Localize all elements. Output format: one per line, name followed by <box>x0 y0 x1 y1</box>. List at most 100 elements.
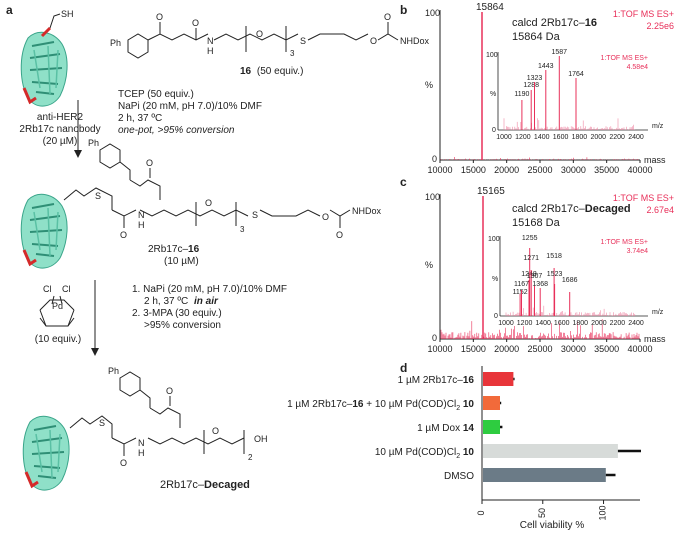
c-xticks: 10000 15000 20000 25000 30000 35000 40000 <box>427 339 653 354</box>
d-bar <box>483 420 500 434</box>
d-category-label: 1 µM Dox 14 <box>417 423 474 434</box>
d-bar <box>483 372 514 386</box>
b-calcd-num: 16 <box>585 17 597 29</box>
b-xlabel: mass <box>644 155 666 165</box>
atom-h-1: H <box>207 46 214 56</box>
atom-sub2: 2 <box>248 453 253 462</box>
b-inset-xtick-label: 1600 <box>553 134 569 141</box>
panel-d: d 1 µM 2Rb17c–161 µM 2Rb17c–16 + 10 µM P… <box>287 361 641 531</box>
d-category-sub: 2 <box>456 405 460 412</box>
d-xticks: 0 50 100 <box>476 500 608 521</box>
atom-s-3: S <box>252 210 258 220</box>
b-inset-xtick-label: 1400 <box>534 134 550 141</box>
b-inset-xtick-label: 2400 <box>628 134 644 141</box>
d-xtick-label: 100 <box>598 505 608 520</box>
c-inset-peak-label: 1307 <box>527 273 543 280</box>
d-bar <box>483 468 606 482</box>
c-inset-xtick-label: 1200 <box>517 320 533 327</box>
c-inset-peak-label: 1686 <box>562 277 578 284</box>
b-ylabel: % <box>425 80 433 90</box>
reagent-16-structure <box>127 22 399 59</box>
c-ylabel: % <box>425 260 433 270</box>
step2-line4: >95% conversion <box>144 320 221 331</box>
b-inset-peak-label: 1323 <box>527 75 543 82</box>
b-xtick-label: 10000 <box>427 165 452 175</box>
c-calcd-mass: 15168 Da <box>512 217 561 229</box>
atom-h-2: H <box>138 220 145 230</box>
thiol-linker <box>49 13 61 29</box>
b-inset-peak-label: 1587 <box>552 49 568 56</box>
c-tof-int: 2.67e4 <box>646 205 674 215</box>
atom-ph-1: Ph <box>110 38 121 48</box>
d-xtick-label: 50 <box>537 508 547 518</box>
b-xtick-label: 15000 <box>461 165 486 175</box>
nanobody-structure-3 <box>22 415 70 491</box>
c-peak-label: 15165 <box>477 186 505 197</box>
c-inset-peak-label: 1271 <box>523 255 539 262</box>
c-xlabel: mass <box>644 334 666 344</box>
reagent-16-equiv: (50 equiv.) <box>257 66 304 77</box>
b-inset-tof: 1:TOF MS ES+ <box>600 55 648 62</box>
reagent-16-caption: 16 (50 equiv.) <box>240 66 303 77</box>
c-y-top: 100 <box>425 192 440 202</box>
atom-h-3: H <box>138 448 145 458</box>
d-category-text: 1 µM 2Rb17c– <box>398 375 464 386</box>
panel-a: a SH anti-HER2 2Rb17c nanobody (20 µM) P… <box>6 3 430 491</box>
c-inset-peak-label: 1167 <box>514 281 529 288</box>
b-spectrum <box>440 157 639 160</box>
c-xtick-label: 30000 <box>561 344 586 354</box>
b-inset-xtick-label: 2000 <box>590 134 606 141</box>
c-calcd-prefix: calcd 2Rb17c– <box>512 203 586 215</box>
atom-nhdox-1: NHDox <box>400 36 430 46</box>
atom-sub3-2: 3 <box>240 225 245 234</box>
c-xtick-label: 35000 <box>594 344 619 354</box>
atom-o-13: O <box>212 426 219 436</box>
atom-s-1: S <box>300 36 306 46</box>
nanobody-structure-1 <box>20 26 68 107</box>
b-xticks: 10000 15000 20000 25000 30000 35000 40000 <box>427 160 653 175</box>
conjugate-structure <box>63 143 351 228</box>
atom-nhdox-2: NHDox <box>352 206 382 216</box>
step1-line1: TCEP (50 equiv.) <box>118 89 194 100</box>
b-inset-y-bot: 0 <box>492 127 496 134</box>
reagent-16-number: 16 <box>240 66 252 77</box>
b-inset-peak-label: 1288 <box>523 82 539 89</box>
b-calcd: calcd 2Rb17c–16 <box>512 17 597 29</box>
atom-o-6: O <box>146 158 153 168</box>
d-category-label: DMSO <box>444 471 474 482</box>
step2-in-air: in air <box>194 296 219 307</box>
c-inset-xtick-label: 2200 <box>610 320 626 327</box>
atom-o-12: O <box>120 458 127 468</box>
panel-a-label: a <box>6 3 13 17</box>
c-inset-xtick-label: 2000 <box>591 320 607 327</box>
atom-ph-3: Ph <box>108 366 119 376</box>
atom-cl-2: Cl <box>62 284 71 294</box>
d-bar <box>483 396 500 410</box>
product-name: Decaged <box>204 479 250 491</box>
b-inset-xtick-label: 1000 <box>496 134 512 141</box>
atom-o-1: O <box>156 12 163 22</box>
b-calcd-mass: 15864 Da <box>512 31 561 43</box>
b-xtick-label: 30000 <box>561 165 586 175</box>
b-y-top: 100 <box>425 8 440 18</box>
c-inset-ticks: 1000 1200 1400 1600 1800 2000 2200 2400 <box>498 320 644 327</box>
panel-d-label: d <box>400 361 407 375</box>
d-category-bold: 14 <box>463 423 475 434</box>
conjugate-label: 2Rb17c–16 <box>148 244 200 255</box>
panel-c: c 100 % 0 15165 calcd 2Rb17c–Decaged 151… <box>400 175 674 354</box>
b-inset-ylabel: % <box>490 91 496 98</box>
b-inset-peak-label: 1190 <box>514 91 529 98</box>
d-xtick-label: 0 <box>476 510 486 515</box>
atom-n-3: N <box>138 438 145 448</box>
b-inset-ticks: 1000 1200 1400 1600 1800 2000 2200 2400 <box>496 134 644 141</box>
c-xtick-label: 25000 <box>527 344 552 354</box>
atom-o-11: O <box>166 386 173 396</box>
c-inset-xtick-label: 1600 <box>554 320 570 327</box>
c-tof: 1:TOF MS ES+ <box>613 193 674 203</box>
atom-s-2: S <box>95 191 101 201</box>
d-bar <box>483 444 618 458</box>
c-inset-peak-label: 1248 <box>521 271 537 278</box>
conjugate-conc: (10 µM) <box>164 256 199 267</box>
